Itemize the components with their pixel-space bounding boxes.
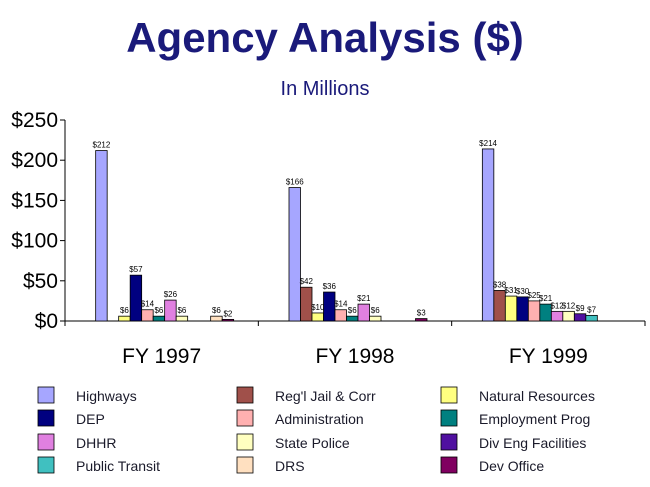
bar: [481, 148, 495, 322]
legend-swatch: [37, 386, 55, 404]
data-label: $38: [493, 280, 507, 289]
legend-label: Public Transit: [76, 458, 160, 474]
bar: [152, 315, 166, 322]
bar: [311, 312, 324, 322]
legend-label: Reg'l Jail & Corr: [275, 388, 376, 404]
legend-label: Employment Prog: [479, 411, 590, 427]
bar: [357, 303, 370, 322]
data-label: $212: [93, 141, 111, 150]
data-label: $14: [334, 300, 348, 309]
x-category-label: FY 1998: [315, 345, 394, 368]
data-label: $42: [300, 277, 314, 286]
data-label: $6: [348, 306, 357, 315]
legend-swatch: [236, 409, 254, 427]
bar: [210, 315, 223, 322]
x-category-label: FY 1997: [122, 345, 201, 368]
data-label: $26: [164, 290, 178, 299]
legend: Highways Reg'l Jail & Corr Natural Resourc…: [37, 386, 595, 474]
data-label: $6: [371, 306, 380, 315]
bar: [346, 315, 359, 322]
data-label: $214: [479, 139, 497, 148]
legend-label: DEP: [76, 411, 105, 427]
data-label: $10: [311, 303, 325, 312]
bar: [415, 318, 428, 322]
data-label: $6: [177, 306, 186, 315]
bar: [300, 286, 313, 322]
bar: [129, 274, 143, 322]
plot-area: $0 $50 $100 $150 $200 $250 FY 1997 FY 1998 FY 19…: [11, 109, 646, 368]
legend-swatch: [37, 409, 55, 427]
y-tick-label: $50: [23, 270, 58, 293]
legend-swatch: [236, 433, 254, 451]
bar: [516, 296, 529, 322]
bar: [527, 300, 541, 322]
bar: [141, 309, 154, 322]
data-label: $14: [141, 300, 155, 309]
data-label: $12: [562, 301, 576, 310]
bar: [175, 315, 189, 322]
y-tick-label: $0: [35, 310, 58, 333]
data-label: $6: [154, 306, 163, 315]
legend-label: Administration: [275, 411, 364, 427]
bar: [288, 187, 301, 322]
legend-swatch: [236, 456, 254, 474]
legend-swatch: [440, 386, 458, 404]
bar: [334, 309, 347, 322]
data-label: $166: [286, 178, 304, 187]
data-label: $9: [576, 304, 585, 313]
bar: [118, 315, 131, 322]
legend-swatch: [440, 409, 458, 427]
bar: [369, 315, 382, 322]
y-tick-label: $250: [11, 109, 58, 132]
legend-swatch: [236, 386, 254, 404]
bar: [585, 314, 598, 322]
legend-swatch: [37, 456, 55, 474]
data-label: $6: [212, 306, 221, 315]
legend-swatch: [37, 433, 55, 451]
bar: [550, 310, 564, 322]
y-tick-label: $200: [11, 149, 58, 172]
data-label: $21: [357, 294, 371, 303]
data-label: $30: [516, 287, 530, 296]
chart-title: Agency Analysis ($): [126, 14, 524, 61]
legend-swatch: [440, 456, 458, 474]
bar: [221, 318, 235, 322]
data-label: $21: [539, 294, 553, 303]
bar: [562, 310, 575, 322]
bar: [573, 313, 587, 322]
data-label: $12: [550, 301, 564, 310]
legend-label: DHHR: [76, 435, 116, 451]
legend-swatch: [440, 433, 458, 451]
bar: [95, 150, 108, 322]
legend-label: DRS: [275, 458, 305, 474]
chart-subtitle: In Millions: [281, 78, 370, 100]
data-label: $6: [120, 306, 129, 315]
data-label: $7: [587, 305, 596, 314]
data-label: $36: [323, 282, 337, 291]
y-tick-label: $150: [11, 189, 58, 212]
legend-label: Natural Resources: [479, 388, 595, 404]
y-tick-label: $100: [11, 230, 58, 253]
data-label: $2: [223, 309, 232, 318]
legend-label: Highways: [76, 388, 137, 404]
bar: [323, 291, 336, 322]
legend-label: Dev Office: [479, 458, 544, 474]
legend-label: Div Eng Facilities: [479, 435, 586, 451]
bar: [164, 299, 177, 322]
data-label: $25: [527, 291, 541, 300]
data-label: $3: [417, 309, 426, 318]
legend-label: State Police: [275, 435, 350, 451]
data-label: $57: [129, 265, 143, 274]
bar: [504, 295, 518, 322]
x-category-label: FY 1999: [509, 345, 588, 368]
data-label: $31: [504, 286, 518, 295]
